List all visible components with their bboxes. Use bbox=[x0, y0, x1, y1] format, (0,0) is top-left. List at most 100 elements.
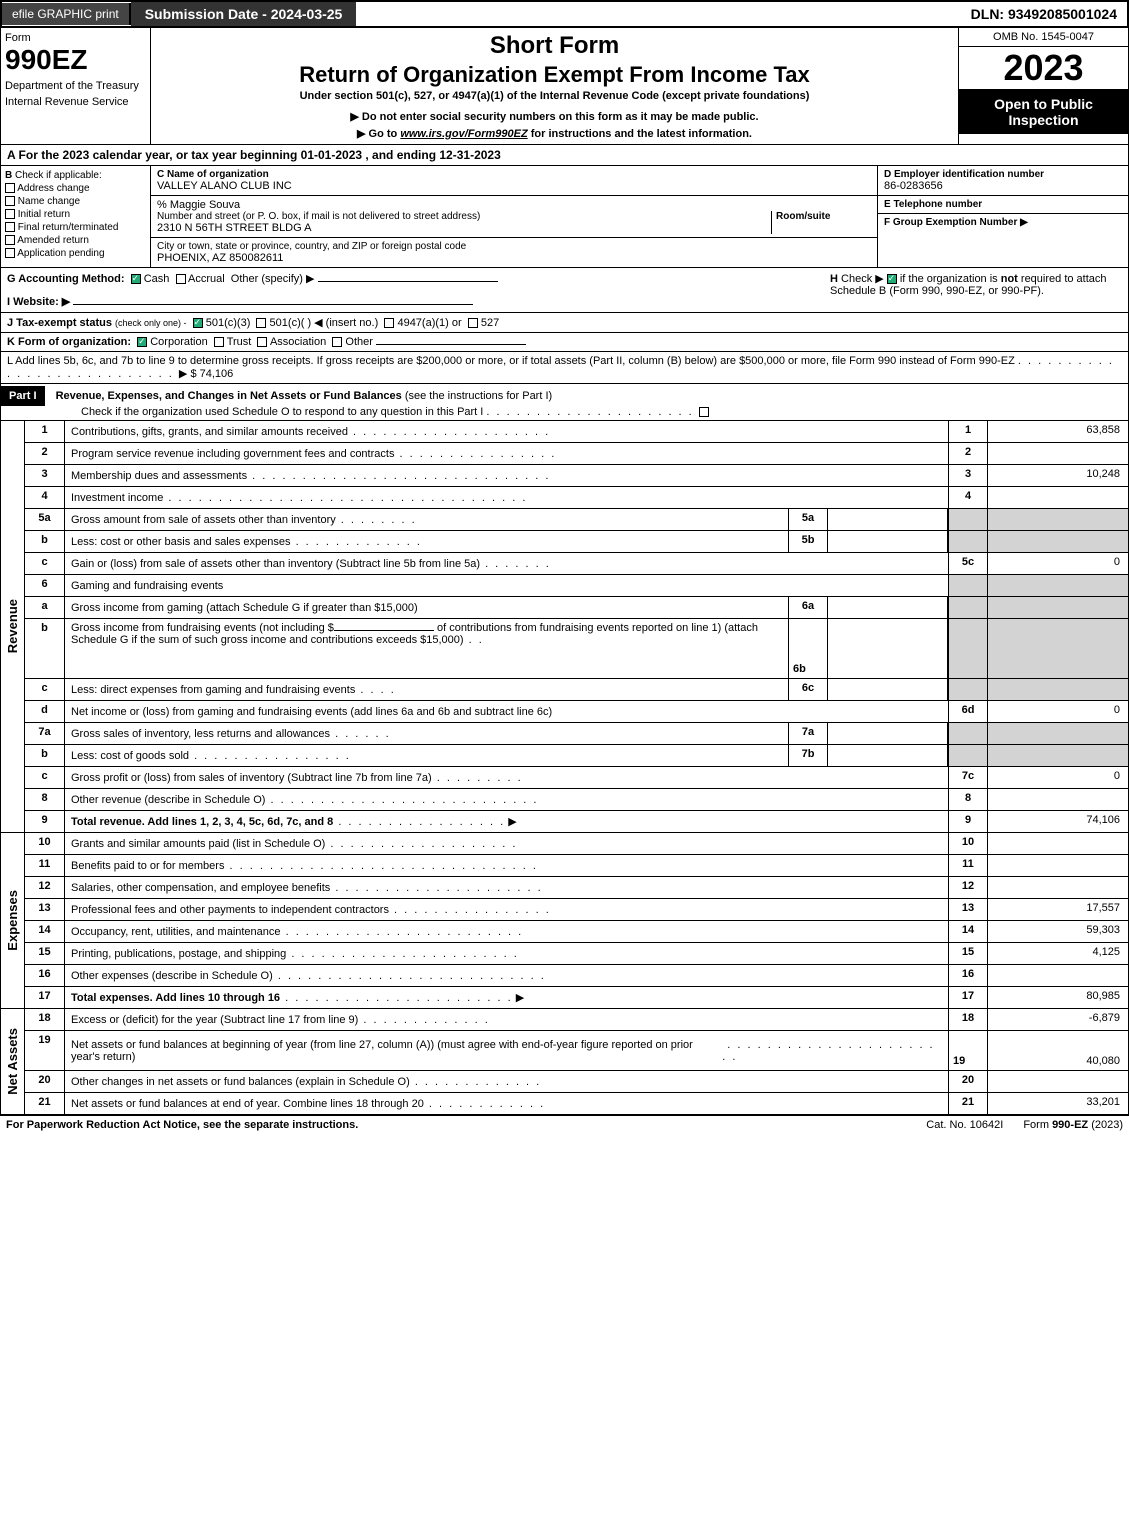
netassets-label-rotated: Net Assets bbox=[0, 1009, 24, 1115]
b-label: Check if applicable: bbox=[15, 170, 102, 181]
cb-schedule-o[interactable] bbox=[699, 407, 709, 417]
l6b-sn: 6b bbox=[788, 619, 828, 678]
part1-checkline: Check if the organization used Schedule … bbox=[1, 406, 1128, 418]
l20-rn: 20 bbox=[948, 1071, 988, 1092]
cb-501c[interactable] bbox=[256, 318, 266, 328]
l11-num: 11 bbox=[25, 855, 65, 876]
line-18: 18Excess or (deficit) for the year (Subt… bbox=[24, 1009, 1129, 1031]
l15-num: 15 bbox=[25, 943, 65, 964]
efile-print-button[interactable]: efile GRAPHIC print bbox=[2, 3, 131, 25]
return-title: Return of Organization Exempt From Incom… bbox=[159, 62, 950, 88]
cb-address-change[interactable]: Address change bbox=[5, 183, 146, 194]
cb-4947[interactable] bbox=[384, 318, 394, 328]
l6a-sv bbox=[828, 597, 948, 618]
dept-irs: Internal Revenue Service bbox=[5, 96, 146, 108]
under-section: Under section 501(c), 527, or 4947(a)(1)… bbox=[159, 90, 950, 102]
l11-amt bbox=[988, 855, 1128, 876]
revenue-section: Revenue 1Contributions, gifts, grants, a… bbox=[0, 421, 1129, 833]
l18-amt: -6,879 bbox=[988, 1009, 1128, 1030]
irs-link[interactable]: www.irs.gov/Form990EZ bbox=[400, 128, 527, 140]
cb-amended-return[interactable]: Amended return bbox=[5, 235, 146, 246]
l6c-desc: Less: direct expenses from gaming and fu… bbox=[65, 679, 788, 700]
l12-amt bbox=[988, 877, 1128, 898]
org-name: VALLEY ALANO CLUB INC bbox=[157, 180, 871, 192]
cb-final-return[interactable]: Final return/terminated bbox=[5, 222, 146, 233]
l5b-sn: 5b bbox=[788, 531, 828, 552]
l2-rn: 2 bbox=[948, 443, 988, 464]
street: 2310 N 56TH STREET BLDG A bbox=[157, 222, 771, 234]
l12-rn: 12 bbox=[948, 877, 988, 898]
l14-desc: Occupancy, rent, utilities, and maintena… bbox=[65, 921, 948, 942]
row-a-tax-year: A For the 2023 calendar year, or tax yea… bbox=[0, 145, 1129, 166]
h-not: not bbox=[1001, 273, 1018, 285]
l5a-sn: 5a bbox=[788, 509, 828, 530]
l8-amt bbox=[988, 789, 1128, 810]
l15-rn: 15 bbox=[948, 943, 988, 964]
l17-amt: 80,985 bbox=[988, 987, 1128, 1008]
l3-num: 3 bbox=[25, 465, 65, 486]
e-label: E Telephone number bbox=[884, 199, 1122, 210]
cb-schedule-b[interactable] bbox=[887, 274, 897, 284]
header-right-block: OMB No. 1545-0047 2023 Open to Public In… bbox=[958, 28, 1128, 144]
l7b-num: b bbox=[25, 745, 65, 766]
cb-association[interactable] bbox=[257, 337, 267, 347]
form-title-block: Short Form Return of Organization Exempt… bbox=[151, 28, 958, 144]
cb-accrual[interactable] bbox=[176, 274, 186, 284]
part1-badge: Part I bbox=[1, 386, 45, 406]
l5a-rn-shade bbox=[948, 509, 988, 530]
col-b-checkboxes: B Check if applicable: Address change Na… bbox=[1, 166, 151, 267]
l6d-desc: Net income or (loss) from gaming and fun… bbox=[65, 701, 948, 722]
j-o4: 527 bbox=[481, 317, 499, 329]
cb-name-change[interactable]: Name change bbox=[5, 196, 146, 207]
j-o3: 4947(a)(1) or bbox=[397, 317, 461, 329]
l6b-amt-shade bbox=[988, 619, 1128, 678]
l5a-amt-shade bbox=[988, 509, 1128, 530]
l17-rn: 17 bbox=[948, 987, 988, 1008]
cb-initial-return[interactable]: Initial return bbox=[5, 209, 146, 220]
cb-corporation[interactable] bbox=[137, 337, 147, 347]
l2-num: 2 bbox=[25, 443, 65, 464]
j-o1: 501(c)(3) bbox=[206, 317, 251, 329]
ein: 86-0283656 bbox=[884, 180, 1122, 192]
cb-501c3[interactable] bbox=[193, 318, 203, 328]
l20-desc: Other changes in net assets or fund bala… bbox=[65, 1071, 948, 1092]
h-label: H bbox=[830, 273, 838, 285]
l6c-sn: 6c bbox=[788, 679, 828, 700]
b-header: B bbox=[5, 170, 12, 181]
l6c-rn-shade bbox=[948, 679, 988, 700]
netassets-section: Net Assets 18Excess or (deficit) for the… bbox=[0, 1009, 1129, 1115]
l11-desc: Benefits paid to or for members . . . . … bbox=[65, 855, 948, 876]
g-accrual: Accrual bbox=[188, 273, 225, 285]
line-21: 21Net assets or fund balances at end of … bbox=[24, 1093, 1129, 1115]
city: PHOENIX, AZ 850082611 bbox=[157, 252, 871, 264]
l7b-rn-shade bbox=[948, 745, 988, 766]
l13-amt: 17,557 bbox=[988, 899, 1128, 920]
l5b-desc: Less: cost or other basis and sales expe… bbox=[65, 531, 788, 552]
dln-label: DLN: 93492085001024 bbox=[961, 2, 1127, 26]
k-o3: Association bbox=[270, 336, 326, 348]
cb-application-pending[interactable]: Application pending bbox=[5, 248, 146, 259]
l5b-num: b bbox=[25, 531, 65, 552]
l7a-sv bbox=[828, 723, 948, 744]
l4-rn: 4 bbox=[948, 487, 988, 508]
part1-header-row: Part I Revenue, Expenses, and Changes in… bbox=[0, 384, 1129, 421]
line-7b: bLess: cost of goods sold . . . . . . . … bbox=[24, 745, 1129, 767]
form-number: 990EZ bbox=[5, 44, 146, 76]
l9-desc: Total revenue. Add lines 1, 2, 3, 4, 5c,… bbox=[65, 811, 948, 832]
cb-cash[interactable] bbox=[131, 274, 141, 284]
cb-other-org[interactable] bbox=[332, 337, 342, 347]
col-def: D Employer identification number 86-0283… bbox=[878, 166, 1128, 267]
cb-527[interactable] bbox=[468, 318, 478, 328]
l21-num: 21 bbox=[25, 1093, 65, 1114]
l1-rn: 1 bbox=[948, 421, 988, 442]
top-bar: efile GRAPHIC print Submission Date - 20… bbox=[0, 0, 1129, 28]
line-6d: dNet income or (loss) from gaming and fu… bbox=[24, 701, 1129, 723]
row-k: K Form of organization: Corporation Trus… bbox=[0, 333, 1129, 352]
l6a-desc: Gross income from gaming (attach Schedul… bbox=[65, 597, 788, 618]
l5a-desc: Gross amount from sale of assets other t… bbox=[65, 509, 788, 530]
l6d-num: d bbox=[25, 701, 65, 722]
k-o4: Other bbox=[345, 336, 373, 348]
line-5c: cGain or (loss) from sale of assets othe… bbox=[24, 553, 1129, 575]
cb-trust[interactable] bbox=[214, 337, 224, 347]
j-o2: 501(c)( ) ◀ (insert no.) bbox=[270, 317, 379, 329]
